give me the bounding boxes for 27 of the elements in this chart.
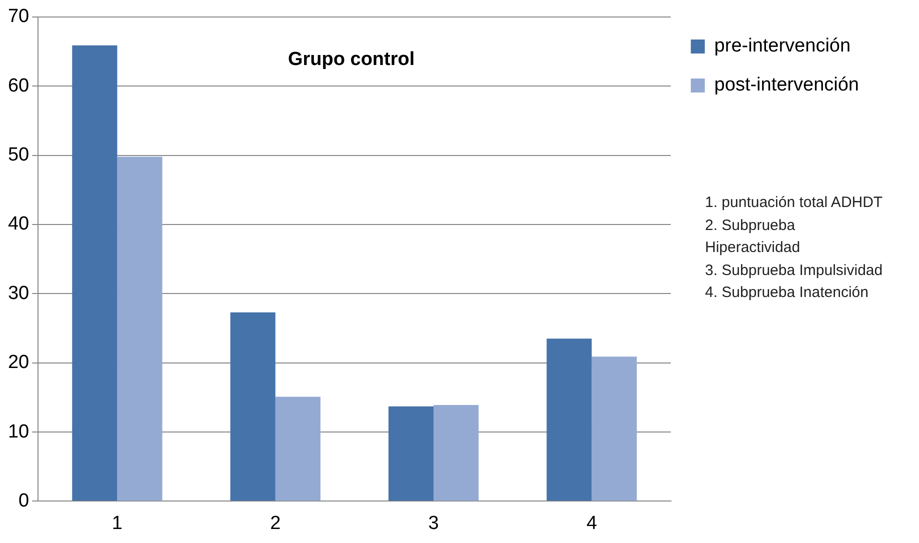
bar	[72, 45, 118, 501]
text: 1. puntuación total ADHDT	[705, 193, 884, 213]
text: 4. Subprueba Inatención	[705, 283, 870, 303]
y-tick-label: 60	[8, 75, 30, 96]
y-tick-label: 20	[8, 352, 30, 374]
bar	[117, 156, 162, 501]
bar	[434, 405, 479, 501]
text: Grupo control	[288, 49, 415, 70]
legend-label: pre-intervención	[714, 36, 851, 57]
y-tick-label: 50	[8, 144, 30, 166]
bar	[275, 396, 320, 501]
text: 2. Subprueba Hiperactividad	[705, 216, 802, 258]
x-tick-label: 1	[112, 512, 123, 534]
bar	[388, 406, 434, 501]
y-tick-label: 0	[18, 490, 30, 512]
y-tick-label: 70	[8, 6, 30, 28]
bar	[546, 338, 592, 501]
x-tick-label: 2	[270, 512, 281, 534]
y-tick-label: 10	[8, 421, 30, 442]
bar	[230, 312, 276, 501]
y-tick-label: 40	[8, 214, 30, 235]
legend-label: post-intervención	[714, 74, 860, 96]
x-tick-label: 4	[586, 512, 598, 534]
y-tick-label: 30	[8, 282, 30, 304]
bar	[592, 356, 637, 501]
x-tick-label: 3	[428, 512, 439, 534]
text: 3. Subprueba Impulsividad	[705, 260, 884, 280]
